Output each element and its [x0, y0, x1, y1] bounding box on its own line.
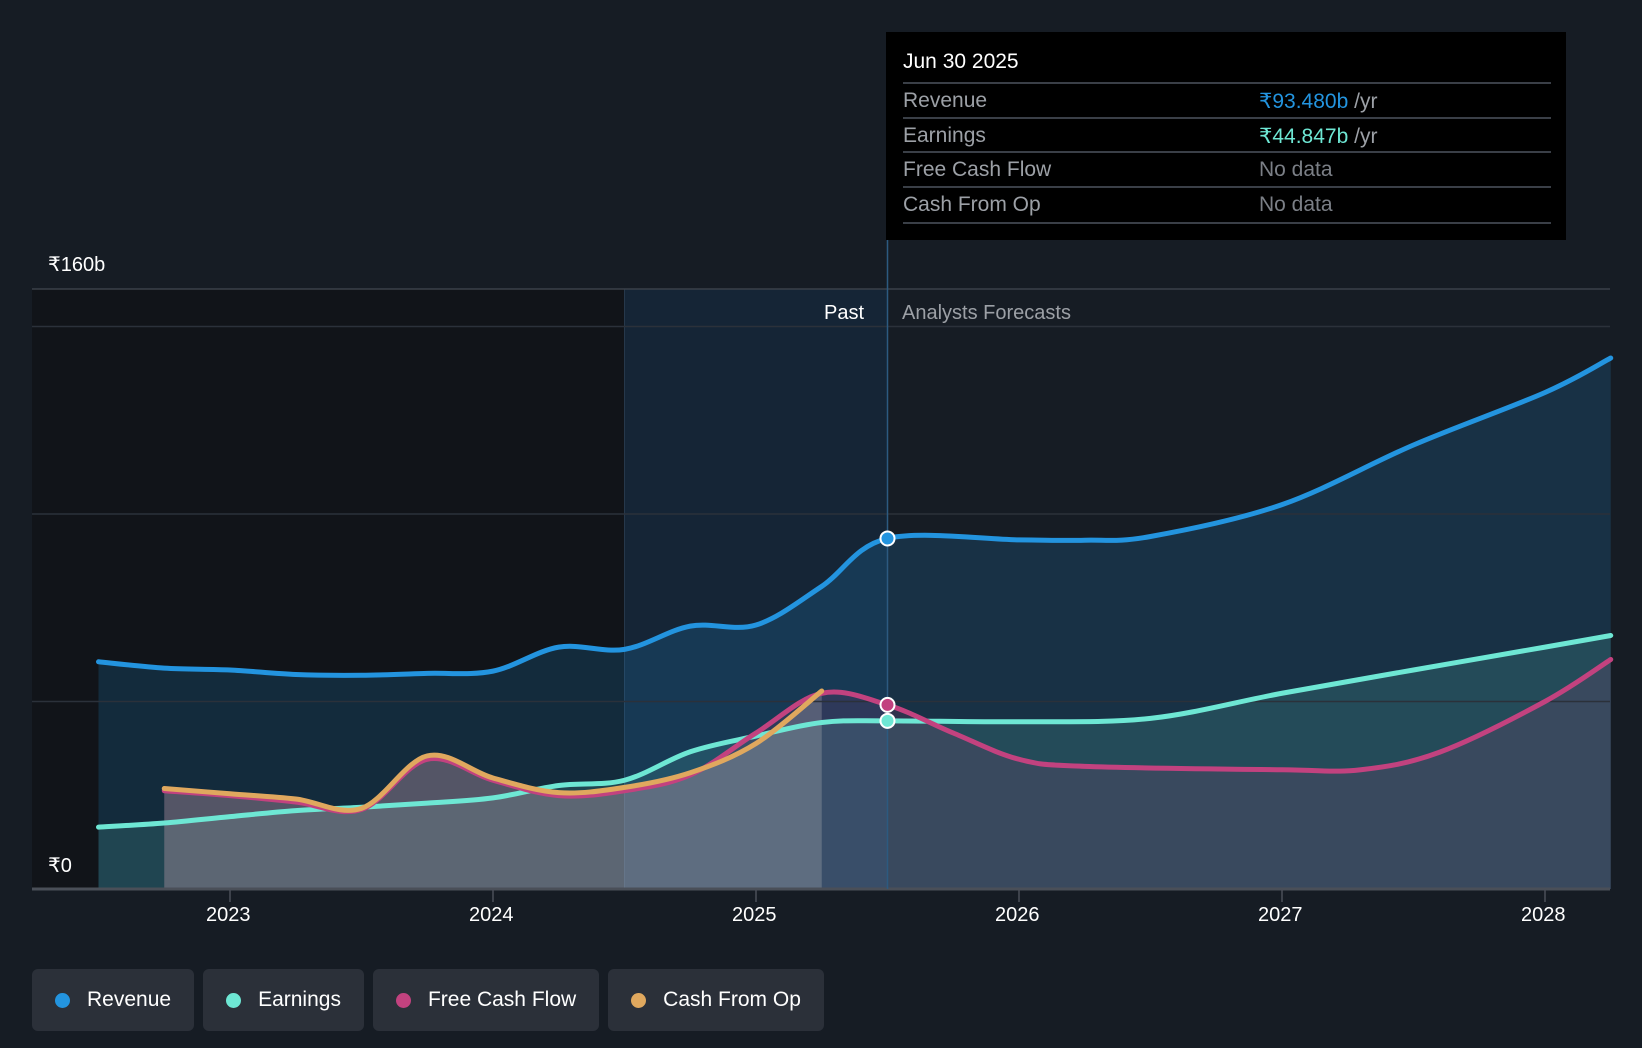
- y-label-top: ₹160b: [48, 254, 106, 276]
- tooltip-row: Free Cash Flow No data: [903, 151, 1551, 187]
- legend-dot-icon: [226, 992, 242, 1008]
- x-tick-label: 2026: [995, 904, 1040, 926]
- tooltip-unit: /yr: [1354, 124, 1378, 148]
- x-tick-label: 2023: [206, 904, 251, 926]
- tooltip-value: ₹44.847b /yr: [1259, 124, 1377, 149]
- x-tick-label: 2027: [1258, 904, 1303, 926]
- legend-label: Earnings: [258, 988, 341, 1011]
- tooltip-date: Jun 30 2025: [903, 50, 1019, 73]
- x-tick-label: 2025: [732, 904, 777, 926]
- legend-dot-icon: [631, 992, 647, 1008]
- y-label-zero: ₹0: [48, 855, 72, 877]
- area-earnings: [98, 635, 1611, 889]
- line-earnings: [96, 633, 1614, 830]
- tooltip-value: No data: [1259, 193, 1333, 217]
- past-label: Past: [824, 302, 865, 324]
- tooltip-label: Free Cash Flow: [903, 158, 1052, 181]
- legend-label: Cash From Op: [663, 988, 801, 1011]
- tooltip-unit: /yr: [1354, 90, 1378, 113]
- tooltip-value: No data: [1259, 158, 1333, 182]
- line-revenue: [96, 355, 1614, 678]
- data-point-earnings: [879, 712, 896, 729]
- x-tick-label: 2024: [469, 904, 514, 926]
- tooltip-row: Earnings ₹44.847b /yr: [903, 116, 1551, 153]
- area-cash-from-op: [164, 691, 822, 889]
- legend-item-free-cash-flow[interactable]: Free Cash Flow: [372, 969, 600, 1031]
- tooltip: Jun 30 2025 Revenue ₹93.480b /yr Earnings ₹…: [886, 32, 1566, 240]
- legend-label: Revenue: [87, 988, 172, 1011]
- tooltip-label: Revenue: [903, 89, 988, 112]
- tooltip-label: Cash From Op: [903, 192, 1041, 216]
- tooltip-row: Cash From Op No data: [903, 185, 1551, 222]
- legend-item-cash-from-op[interactable]: Cash From Op: [608, 969, 824, 1031]
- past-highlight-region: [624, 289, 888, 889]
- tooltip-row: Revenue ₹93.480b /yr: [903, 82, 1551, 118]
- tooltip-amount: ₹93.480b: [1259, 90, 1349, 113]
- forecast-label: Analysts Forecasts: [902, 302, 1071, 324]
- data-point-free-cash-flow: [879, 696, 896, 713]
- legend-item-earnings[interactable]: Earnings: [203, 969, 364, 1031]
- tooltip-value: ₹93.480b /yr: [1259, 89, 1377, 114]
- legend-item-revenue[interactable]: Revenue: [32, 969, 195, 1031]
- legend: Revenue Earnings Free Cash Flow Cash From O…: [32, 969, 824, 1031]
- tooltip-amount: No data: [1259, 192, 1333, 216]
- tooltip-amount: ₹44.847b: [1259, 124, 1349, 148]
- data-point-revenue: [879, 530, 896, 547]
- legend-dot-icon: [55, 992, 70, 1008]
- line-cash-from-op: [161, 688, 825, 813]
- tooltip-amount: No data: [1259, 158, 1333, 181]
- area-revenue: [98, 358, 1611, 889]
- legend-label: Free Cash Flow: [427, 988, 577, 1011]
- x-tick-label: 2028: [1521, 904, 1566, 926]
- legend-dot-icon: [395, 992, 411, 1008]
- tooltip-label: Earnings: [903, 123, 986, 147]
